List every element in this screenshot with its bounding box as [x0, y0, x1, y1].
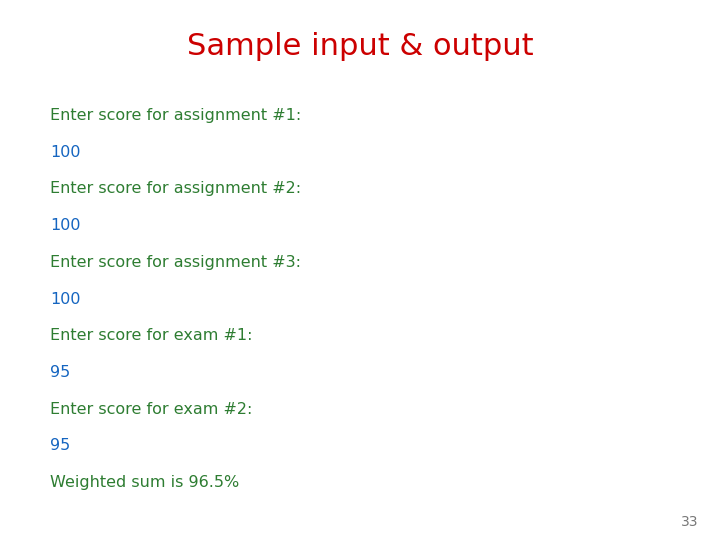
Text: 95: 95 [50, 365, 71, 380]
Text: 95: 95 [50, 438, 71, 454]
Text: Weighted sum is 96.5%: Weighted sum is 96.5% [50, 475, 240, 490]
Text: Enter score for assignment #2:: Enter score for assignment #2: [50, 181, 302, 197]
Text: 100: 100 [50, 218, 81, 233]
Text: 100: 100 [50, 145, 81, 160]
Text: Sample input & output: Sample input & output [186, 32, 534, 62]
Text: Enter score for exam #2:: Enter score for exam #2: [50, 402, 253, 417]
Text: 33: 33 [681, 515, 698, 529]
Text: Enter score for exam #1:: Enter score for exam #1: [50, 328, 253, 343]
Text: Enter score for assignment #1:: Enter score for assignment #1: [50, 108, 302, 123]
Text: Enter score for assignment #3:: Enter score for assignment #3: [50, 255, 302, 270]
Text: 100: 100 [50, 292, 81, 307]
